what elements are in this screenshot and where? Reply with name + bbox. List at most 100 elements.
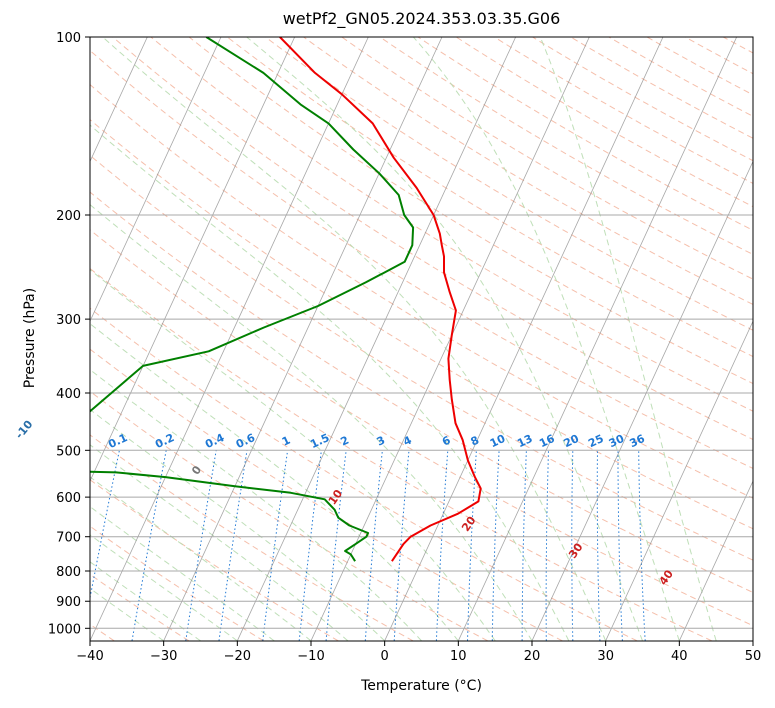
dry-adiabat-line [90,479,339,641]
isotherm-line [90,37,222,323]
moist-adiabat-line [90,534,238,641]
mixing-ratio-label: 36 [628,432,648,450]
isotherm-line [236,37,517,641]
mixing-ratio-label: 3 [375,434,387,449]
plot-frame [89,36,754,642]
mixing-ratio-label: 0.2 [153,431,176,451]
y-tick-label: 1000 [48,622,81,637]
mixing-ratio-label: 0.1 [106,431,129,451]
y-tick-label: 400 [56,387,81,402]
moist-adiabat-line [90,506,275,641]
mixing-ratio-line [325,450,347,641]
dry-adiabat-line [265,37,753,331]
dry-adiabat-line [494,37,753,184]
mixing-ratio-label: 20 [562,432,582,450]
y-tick-label: 600 [56,491,81,506]
isotherm-line [90,37,148,163]
dry-adiabat-label: -10 [13,418,36,442]
dry-adiabat-line [90,229,753,627]
mixing-ratio-line [131,450,167,641]
chart-title: wetPf2_GN05.2024.353.03.35.G06 [282,9,561,28]
moist-adiabat-line [539,37,717,641]
dry-adiabat-line [90,307,638,641]
moist-adiabat-line [90,323,459,641]
label-layer: 0.10.20.40.611.52346810131620253036-100-… [13,418,677,588]
moist-adiabat-line [90,408,386,641]
x-tick-label: −40 [76,649,103,664]
y-tick-label: 800 [56,565,81,580]
dry-adiabat-line [90,525,264,641]
x-tick-label: −30 [150,649,177,664]
dry-adiabat-line [761,37,775,641]
moist-adiabat-line [90,268,496,641]
dry-adiabat-line [90,154,753,561]
mixing-ratio-label: 16 [537,432,557,450]
isotherm-line [384,37,664,641]
mixing-ratio-line [262,450,289,641]
dry-adiabat-line [90,267,712,641]
mixing-ratio-line [435,450,449,641]
mixing-ratio-label: 4 [401,433,414,448]
y-tick-label: 500 [56,444,81,459]
isotherm-line [752,639,753,641]
dry-adiabat-line [684,37,753,75]
series-layer [90,37,482,562]
temperature-line [279,37,482,562]
dry-adiabat-line [90,623,115,641]
dry-adiabat-line [150,37,753,412]
x-tick-label: 0 [381,649,389,664]
x-tick-label: 20 [524,649,541,664]
x-tick-label: −20 [224,649,251,664]
dry-adiabat-line [188,37,753,385]
dry-adiabat-line [226,37,753,358]
mixing-ratio-label: 25 [586,432,605,450]
dry-adiabat-line [90,348,563,641]
dry-adiabat-line [341,37,753,280]
dewpoint-line [90,37,415,562]
moist-adiabat-line [90,561,201,641]
moist-adiabat-line [90,124,570,641]
dry-adiabat-line [112,37,753,441]
isotherm-line [163,37,443,641]
moist-adiabat-line [246,37,643,641]
y-axis-label: Pressure (hPa) [22,287,38,389]
isotherm-line [457,37,738,641]
mixing-ratio-label: 2 [339,434,351,449]
moist-adiabat-label: 40 [657,567,677,587]
dry-adiabat-line [90,118,753,530]
isotherm-line [531,160,753,641]
dry-adiabat-line [417,37,753,231]
mixing-ratio-line [218,450,248,641]
isotherm-line [678,480,753,641]
dry-adiabat-line [90,390,488,641]
y-tick-label: 200 [56,209,81,224]
moist-adiabat-line [90,369,422,641]
y-tick-label: 700 [56,531,81,546]
moist-adiabat-line [90,587,164,641]
dry-adiabat-line [646,37,753,96]
moist-adiabat-line [413,37,680,641]
moist-adiabat-line [102,37,607,641]
mixing-ratio-line [638,450,646,641]
y-tick-label: 900 [56,595,81,610]
tick-layer: −40 −30 −20 −10 0 10 20 30 40 5010020030040050060… [48,31,761,664]
moist-adiabat-line [90,203,533,641]
moist-adiabat-label: 20 [459,514,479,534]
x-tick-label: 10 [450,649,467,664]
x-tick-label: 50 [745,649,762,664]
mixing-ratio-line [364,450,383,641]
mixing-ratio-line [596,450,601,641]
dry-adiabat-line [303,37,753,305]
dry-adiabat-line [90,49,753,469]
mixing-ratio-line [90,450,120,601]
dry-adiabat-line [90,191,753,593]
mixing-ratio-line [545,450,549,641]
mixing-ratio-label: 1.5 [308,431,331,451]
moist-adiabat-line [90,444,349,641]
isotherm-line [605,320,753,641]
dry-adiabat-line [455,37,753,208]
x-tick-label: 40 [671,649,688,664]
grid-layer [90,37,775,641]
